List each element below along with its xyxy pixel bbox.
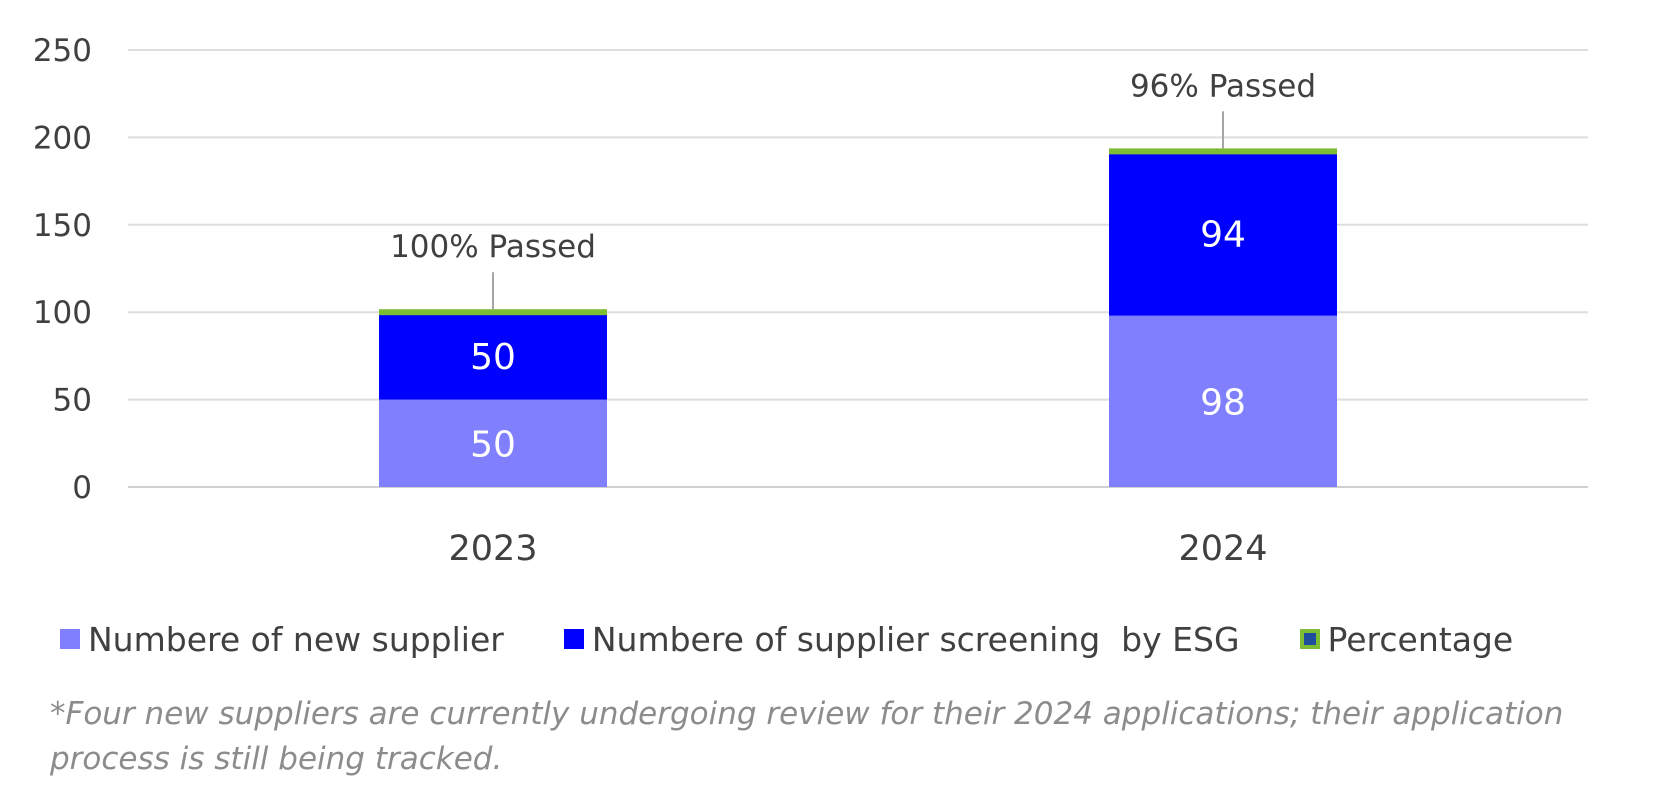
legend-label-screening: Numbere of supplier screening by ESG <box>591 619 1240 659</box>
y-axis-ticks: 0 50 100 150 200 250 <box>33 33 92 506</box>
bar-screening-2024[interactable] <box>1109 151 1337 316</box>
legend-label-percentage: Percentage <box>1327 619 1514 659</box>
footnote: *Four new suppliers are currently underg… <box>50 696 1564 777</box>
y-tick-label: 150 <box>33 208 92 244</box>
y-tick-label: 250 <box>33 33 92 69</box>
data-labels: 50 50 100% Passed 98 94 96% Passed <box>390 68 1316 465</box>
bar-percentage-2024[interactable] <box>1109 148 1337 155</box>
x-axis-ticks: 2023 2024 <box>448 529 1267 569</box>
legend-item-new-supplier[interactable]: Numbere of new supplier <box>60 620 504 659</box>
bar-new-supplier-2023[interactable] <box>379 399 607 487</box>
bars <box>379 148 1337 487</box>
data-label-screening-2024: 94 <box>1200 215 1246 256</box>
data-label-new-supplier-2023: 50 <box>470 424 516 465</box>
legend-swatch-percentage <box>1299 629 1320 649</box>
legend-item-percentage[interactable]: Percentage <box>1299 619 1514 659</box>
legend-swatch-screening <box>563 629 584 649</box>
bar-new-supplier-2024[interactable] <box>1109 315 1337 487</box>
x-tick-label-2024: 2024 <box>1178 529 1267 569</box>
legend: Numbere of new supplier Numbere of suppl… <box>60 614 1573 664</box>
data-label-new-supplier-2024: 98 <box>1200 382 1246 423</box>
annotation-2023: 100% Passed <box>390 229 596 265</box>
bar-percentage-2023[interactable] <box>379 309 607 316</box>
gridlines <box>128 49 1588 488</box>
legend-swatch-new-supplier <box>60 629 80 649</box>
stacked-bar-chart: 0 50 100 150 200 250 50 50 100% Passed 98 94 96% P… <box>33 33 1588 569</box>
y-tick-label: 100 <box>33 295 92 331</box>
data-label-screening-2023: 50 <box>470 337 516 378</box>
legend-item-screening[interactable]: Numbere of supplier screening by ESG <box>563 619 1240 659</box>
bar-screening-2023[interactable] <box>379 312 607 400</box>
x-tick-label-2023: 2023 <box>448 529 537 569</box>
y-tick-label: 0 <box>72 470 92 506</box>
y-tick-label: 200 <box>33 120 92 156</box>
legend-label-new-supplier: Numbere of new supplier <box>88 619 504 659</box>
y-tick-label: 50 <box>53 383 92 419</box>
annotation-2024: 96% Passed <box>1130 68 1316 104</box>
